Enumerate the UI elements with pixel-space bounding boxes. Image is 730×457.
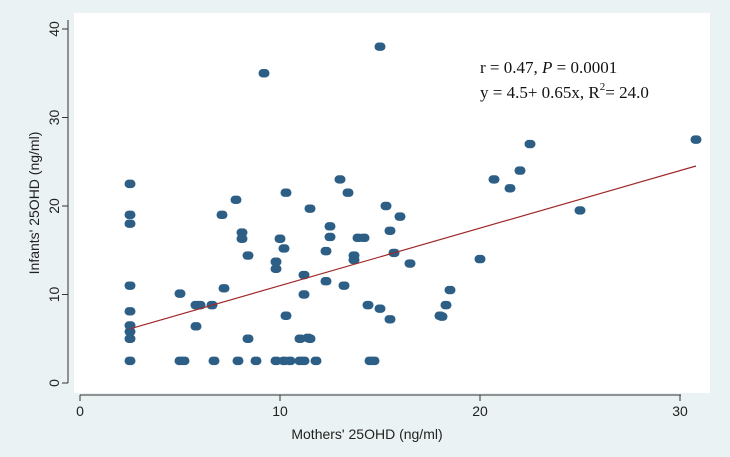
data-point (278, 244, 290, 253)
annotation-line-2: y = 4.5+ 0.65x, R2= 24.0 (480, 81, 649, 102)
data-point (124, 179, 136, 189)
data-point (304, 204, 316, 213)
data-point (320, 277, 332, 286)
y-tick-label: 10 (46, 287, 62, 303)
data-point (270, 264, 282, 274)
data-point (342, 188, 354, 197)
data-point (474, 254, 486, 264)
data-point (394, 212, 406, 221)
data-point (514, 166, 526, 175)
data-point (280, 188, 292, 197)
data-point (124, 281, 136, 290)
data-point (444, 285, 456, 295)
data-point (310, 356, 322, 366)
data-points (124, 42, 702, 366)
data-point (440, 300, 452, 310)
data-point (362, 300, 374, 310)
data-point (524, 139, 536, 149)
x-axis-title: Mothers' 25OHD (ng/ml) (291, 426, 442, 442)
data-point (690, 135, 702, 144)
data-point (190, 322, 202, 331)
data-point (236, 228, 248, 237)
data-point (274, 234, 286, 243)
data-point (384, 226, 396, 235)
data-point (280, 311, 292, 320)
data-point (436, 312, 448, 321)
y-tick-label: 30 (46, 110, 62, 126)
data-point (242, 334, 254, 343)
data-point (258, 69, 270, 78)
data-point (374, 304, 386, 313)
data-point (218, 284, 230, 293)
y-axis-ticks: 0 10 20 30 40 (46, 21, 68, 387)
data-point (124, 327, 136, 336)
data-point (270, 257, 282, 266)
data-point (334, 175, 346, 184)
data-point (338, 281, 350, 290)
x-axis-ticks: 0 10 20 30 (76, 395, 688, 419)
data-point (230, 195, 242, 205)
y-tick-label: 0 (46, 379, 62, 387)
data-point (320, 246, 332, 256)
data-point (298, 290, 310, 299)
data-point (504, 184, 516, 193)
fit-line (129, 165, 697, 330)
x-tick-label: 20 (472, 403, 488, 419)
data-point (574, 206, 586, 215)
data-point (298, 356, 310, 366)
data-point (270, 356, 282, 366)
data-point (404, 259, 416, 268)
data-point (124, 307, 136, 316)
y-tick-label: 20 (46, 198, 62, 214)
data-point (324, 232, 336, 242)
data-point (348, 255, 360, 265)
x-tick-label: 30 (672, 403, 688, 419)
annotation-line-1: r = 0.47, P = 0.0001 (480, 58, 617, 77)
data-point (236, 234, 248, 243)
data-point (178, 356, 190, 366)
data-point (174, 289, 186, 298)
data-point (380, 201, 392, 211)
y-axis-title: Infants' 25OHD (ng/ml) (26, 132, 42, 275)
data-point (384, 315, 396, 324)
data-point (208, 356, 220, 366)
data-point (358, 233, 370, 243)
data-point (216, 210, 228, 220)
x-tick-label: 10 (272, 403, 288, 419)
data-point (250, 356, 262, 366)
data-point (488, 175, 500, 184)
data-point (298, 270, 310, 280)
data-point (232, 356, 244, 366)
data-point (304, 334, 316, 343)
data-point (124, 334, 136, 343)
data-point (368, 356, 380, 366)
data-point (124, 219, 136, 228)
y-tick-label: 40 (46, 21, 62, 37)
data-point (124, 210, 136, 220)
data-point (284, 356, 296, 366)
annotation-background (466, 50, 704, 115)
data-point (124, 356, 136, 366)
x-tick-label: 0 (76, 403, 84, 419)
data-point (324, 222, 336, 231)
data-point (242, 251, 254, 260)
data-point (194, 300, 206, 310)
data-point (374, 42, 386, 51)
